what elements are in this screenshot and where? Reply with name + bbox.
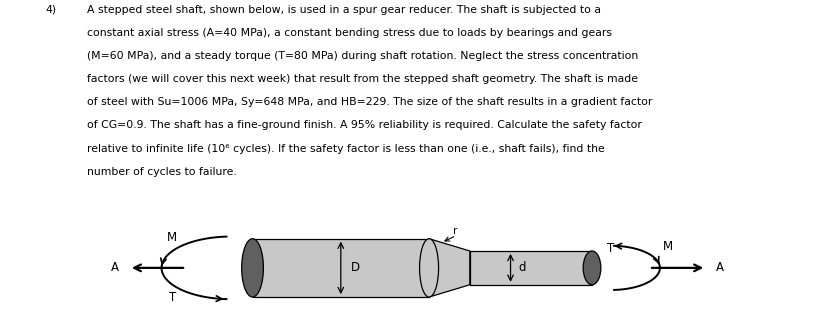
Text: T: T — [607, 242, 614, 255]
Ellipse shape — [241, 239, 263, 297]
Text: number of cycles to failure.: number of cycles to failure. — [87, 167, 237, 177]
Text: r: r — [452, 226, 457, 236]
Text: (M=60 MPa), and a steady torque (T=80 MPa) during shaft rotation. Neglect the st: (M=60 MPa), and a steady torque (T=80 MP… — [87, 51, 638, 61]
Text: A: A — [112, 261, 119, 275]
Text: A: A — [715, 261, 723, 275]
Text: d: d — [518, 261, 525, 275]
Polygon shape — [428, 239, 469, 297]
Text: T: T — [169, 291, 176, 304]
Polygon shape — [469, 251, 591, 285]
Ellipse shape — [582, 251, 600, 285]
Text: of CG=0.9. The shaft has a fine-ground finish. A 95% reliability is required. Ca: of CG=0.9. The shaft has a fine-ground f… — [87, 120, 641, 131]
Text: 4): 4) — [45, 5, 56, 15]
Text: M: M — [662, 241, 672, 254]
Ellipse shape — [419, 239, 438, 297]
Text: M: M — [167, 231, 177, 244]
Text: relative to infinite life (10⁶ cycles). If the safety factor is less than one (i: relative to infinite life (10⁶ cycles). … — [87, 144, 604, 154]
Text: D: D — [351, 261, 360, 275]
Text: of steel with Su=1006 MPa, Sy=648 MPa, and HB=229. The size of the shaft results: of steel with Su=1006 MPa, Sy=648 MPa, a… — [87, 97, 652, 107]
Text: A stepped steel shaft, shown below, is used in a spur gear reducer. The shaft is: A stepped steel shaft, shown below, is u… — [87, 5, 600, 15]
Polygon shape — [252, 239, 428, 297]
Text: constant axial stress (A=40 MPa), a constant bending stress due to loads by bear: constant axial stress (A=40 MPa), a cons… — [87, 28, 611, 38]
Text: factors (we will cover this next week) that result from the stepped shaft geomet: factors (we will cover this next week) t… — [87, 74, 637, 84]
